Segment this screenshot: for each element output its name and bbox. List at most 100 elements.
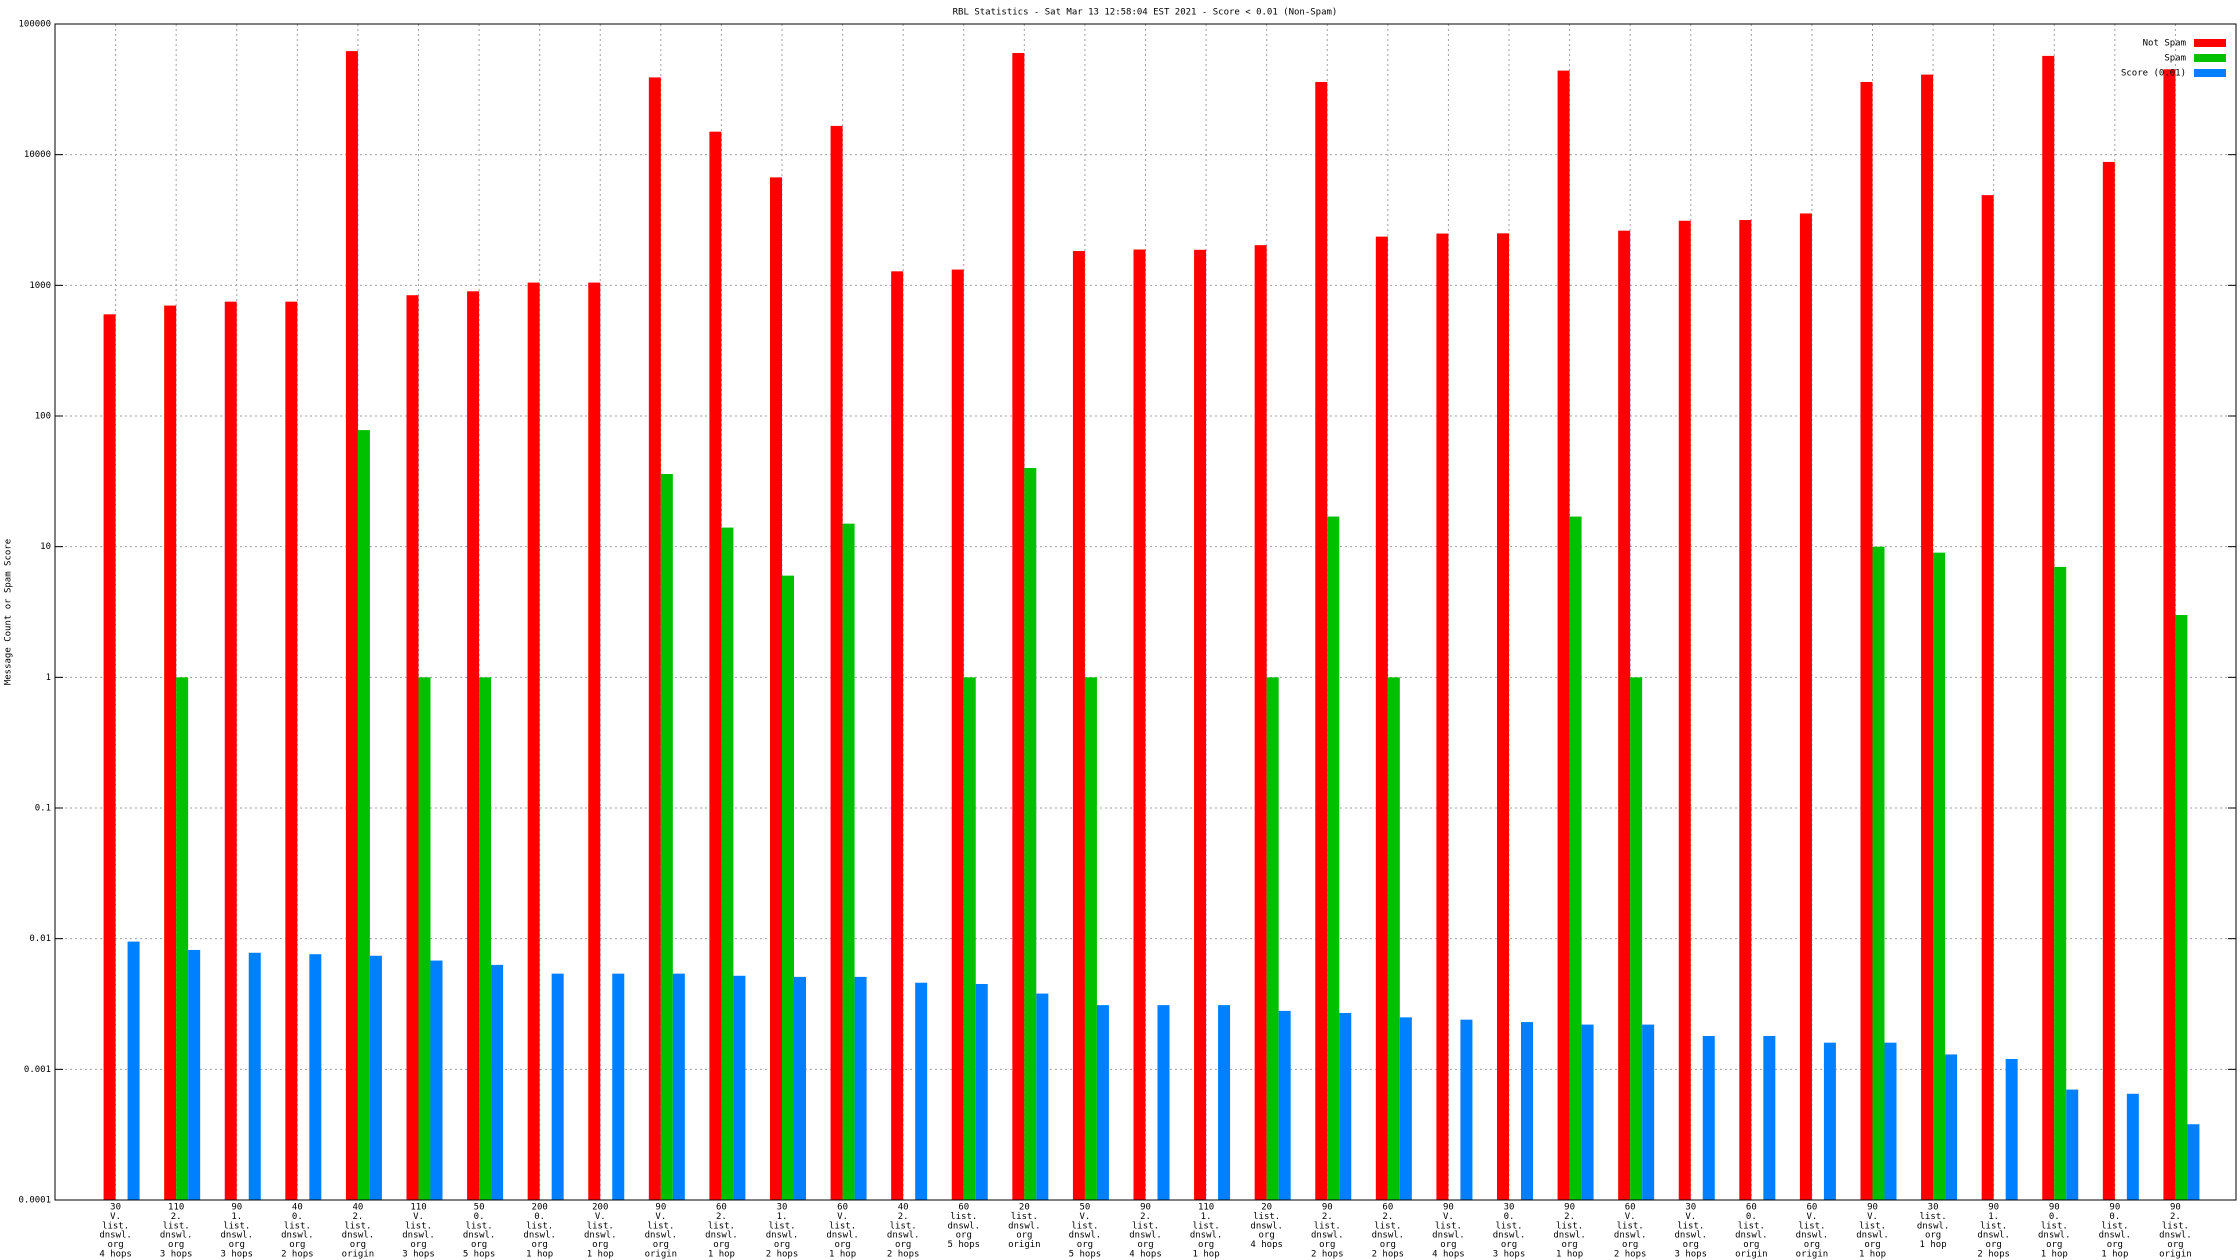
x-tick-label: dnswl. [2099, 1231, 2132, 1241]
x-tick-label: org [2107, 1240, 2123, 1250]
x-tick-label: origin [1735, 1250, 1768, 1260]
x-tick-label: list. [768, 1221, 795, 1231]
x-tick-label: org [1077, 1240, 1093, 1250]
x-tick-label: 1. [1201, 1212, 1212, 1222]
bar [782, 575, 794, 1200]
x-tick-label: V. [655, 1212, 666, 1222]
bar [1739, 220, 1752, 1200]
bar [127, 941, 140, 1200]
bar [1084, 677, 1097, 1200]
x-tick-label: list. [223, 1221, 250, 1231]
bar [2054, 566, 2067, 1200]
x-tick-label: V. [1685, 1212, 1696, 1222]
bar [2163, 69, 2176, 1200]
x-tick-label: list. [163, 1221, 190, 1231]
bar [1072, 251, 1085, 1200]
legend-label: Score (0.01) [2121, 69, 2186, 79]
x-tick-label: dnswl. [1311, 1231, 1344, 1241]
x-tick-label: 2 hops [887, 1250, 920, 1260]
bar [1945, 1054, 1958, 1200]
bar [1521, 1022, 1533, 1200]
x-tick-label: list. [1495, 1221, 1522, 1231]
x-tick-label: 90 [1443, 1203, 1454, 1213]
x-tick-label: origin [645, 1250, 678, 1260]
x-tick-label: list. [1798, 1221, 1825, 1231]
x-tick-label: dnswl. [766, 1231, 799, 1241]
x-tick-label: list. [405, 1221, 432, 1231]
x-tick-label: 2 hops [281, 1250, 314, 1260]
legend-swatch [2194, 69, 2226, 77]
x-tick-label: V. [1806, 1212, 1817, 1222]
x-tick-label: 60 [1382, 1203, 1393, 1213]
bar [103, 314, 116, 1201]
x-tick-label: list. [1435, 1221, 1462, 1231]
y-tick-label: 100 [35, 412, 51, 422]
x-tick-label: 90 [1140, 1203, 1151, 1213]
x-tick-label: origin [342, 1250, 375, 1260]
legend-label: Spam [2164, 54, 2186, 64]
bar [418, 677, 431, 1200]
bar [963, 677, 976, 1200]
x-tick-label: 60 [1806, 1203, 1817, 1213]
x-tick-label: 1 hop [1556, 1250, 1583, 1260]
x-tick-label: list. [284, 1221, 311, 1231]
x-tick-label: org [471, 1240, 487, 1250]
bar [1278, 1010, 1291, 1200]
x-tick-label: org [2167, 1240, 2183, 1250]
x-tick-label: org [410, 1240, 426, 1250]
x-tick-label: 1. [231, 1212, 242, 1222]
x-tick-label: 1 hop [2041, 1250, 2068, 1260]
bar [479, 677, 492, 1200]
x-tick-label: 30 [1928, 1203, 1939, 1213]
x-tick-label: list. [1738, 1221, 1765, 1231]
x-tick-label: list. [1314, 1221, 1341, 1231]
x-tick-label: list. [708, 1221, 735, 1231]
bar [1933, 552, 1946, 1200]
x-tick-label: dnswl. [1129, 1231, 1162, 1241]
x-tick-label: 90 [2049, 1203, 2060, 1213]
x-tick-label: 3 hops [160, 1250, 193, 1260]
y-tick-label: 1 [46, 673, 51, 683]
bar [672, 973, 685, 1200]
bar [164, 305, 177, 1200]
x-tick-label: V. [1625, 1212, 1636, 1222]
bar [1315, 81, 1328, 1201]
x-tick-label: org [1864, 1240, 1880, 1250]
x-tick-label: origin [1008, 1240, 1041, 1250]
x-tick-label: list. [1677, 1221, 1704, 1231]
x-tick-label: 20 [1019, 1203, 1030, 1213]
x-tick-label: org [1198, 1240, 1214, 1250]
x-tick-label: 2 hops [1311, 1250, 1344, 1260]
x-tick-label: list. [829, 1221, 856, 1231]
x-tick-label: dnswl. [220, 1231, 253, 1241]
x-tick-label: org [956, 1231, 972, 1241]
x-tick-label: dnswl. [645, 1231, 678, 1241]
chart-title: RBL Statistics - Sat Mar 13 12:58:04 EST… [953, 8, 1338, 18]
x-tick-label: org [592, 1240, 608, 1250]
x-tick-label: 60 [1625, 1203, 1636, 1213]
x-tick-label: org [713, 1240, 729, 1250]
x-tick-label: org [1683, 1240, 1699, 1250]
x-tick-label: dnswl. [1372, 1231, 1405, 1241]
x-tick-label: 40 [898, 1203, 909, 1213]
x-tick-label: 60 [1746, 1203, 1757, 1213]
x-tick-label: dnswl. [1977, 1231, 2010, 1241]
x-tick-label: 1 hop [708, 1250, 735, 1260]
bar [854, 976, 867, 1200]
x-tick-label: origin [2159, 1250, 2192, 1260]
x-tick-label: list. [890, 1221, 917, 1231]
bar [1921, 74, 1934, 1201]
x-tick-label: 90 [1564, 1203, 1575, 1213]
x-tick-label: dnswl. [463, 1231, 496, 1241]
x-tick-label: dnswl. [160, 1231, 193, 1241]
bar [1096, 1005, 1109, 1200]
x-tick-label: 4 hops [1129, 1250, 1162, 1260]
x-tick-label: org [1440, 1240, 1456, 1250]
x-tick-label: org [1137, 1240, 1153, 1250]
x-tick-label: 2. [2170, 1212, 2181, 1222]
bar [1387, 677, 1400, 1200]
x-tick-label: org [653, 1240, 669, 1250]
x-tick-label: list. [1253, 1212, 1280, 1222]
bar [770, 177, 782, 1201]
bar [1884, 1042, 1897, 1200]
